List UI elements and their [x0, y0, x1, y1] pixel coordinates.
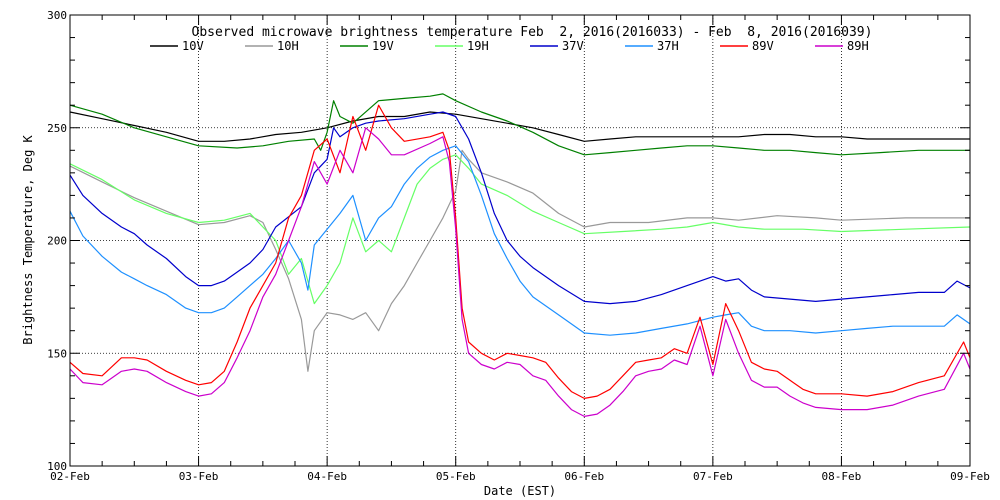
y-tick-label: 150 [47, 347, 67, 360]
x-tick-label: 05-Feb [436, 470, 476, 483]
legend-label-37h: 37H [657, 39, 679, 53]
series-line-37h [69, 145, 971, 336]
x-tick-label: 09-Feb [950, 470, 990, 483]
x-tick-label: 04-Feb [307, 470, 347, 483]
x-tick-label: 07-Feb [693, 470, 733, 483]
grid-lines [70, 15, 970, 466]
series-line-10v [69, 111, 970, 142]
x-tick-label: 06-Feb [564, 470, 604, 483]
legend-label-37v: 37V [562, 39, 584, 53]
y-tick-label: 200 [47, 235, 67, 248]
x-axis-label: Date (EST) [484, 484, 556, 498]
chart-title: Observed microwave brightness temperatur… [192, 25, 873, 40]
y-axis-label: Brightness Temperature, Deg K [21, 134, 35, 344]
series-line-19v [69, 93, 970, 156]
legend-label-19h: 19H [467, 39, 489, 53]
series-line-89v [69, 104, 971, 399]
legend: 10V 10H 19V 19H 37V 37H 89V 89H [150, 39, 869, 53]
legend-label-89v: 89V [752, 39, 774, 53]
y-tick-label: 300 [47, 9, 67, 22]
series-lines [69, 93, 971, 417]
series-line-19h [69, 154, 971, 305]
legend-label-89h: 89H [847, 39, 869, 53]
y-tick-label: 100 [47, 460, 67, 473]
series-line-10h [69, 149, 970, 372]
x-tick-label: 03-Feb [179, 470, 219, 483]
legend-label-10v: 10V [182, 39, 204, 53]
y-tick-label: 250 [47, 122, 67, 135]
x-tick-label: 02-Feb [50, 470, 90, 483]
series-line-89h [69, 127, 971, 417]
legend-label-10h: 10H [277, 39, 299, 53]
series-line-37v [69, 111, 971, 305]
axis-ticks: 02-Feb 03-Feb 04-Feb 05-Feb 06-Feb 07-Feb 08-F… [47, 9, 990, 483]
x-tick-label: 08-Feb [822, 470, 862, 483]
legend-label-19v: 19V [372, 39, 394, 53]
